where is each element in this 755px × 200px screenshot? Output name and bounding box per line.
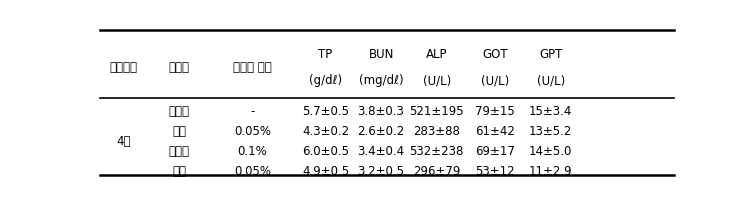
Text: 6.0±0.5: 6.0±0.5 [302, 145, 349, 158]
Text: (g/dℓ): (g/dℓ) [309, 74, 342, 87]
Text: 투여기간: 투여기간 [109, 61, 137, 74]
Text: 3.8±0.3: 3.8±0.3 [358, 105, 405, 118]
Text: 4주: 4주 [116, 135, 131, 148]
Text: 0.1%: 0.1% [238, 145, 267, 158]
Text: 14±5.0: 14±5.0 [529, 145, 572, 158]
Text: 4.9±0.5: 4.9±0.5 [302, 165, 349, 178]
Text: GOT: GOT [482, 48, 508, 61]
Text: (U/L): (U/L) [537, 74, 565, 87]
Text: ALP: ALP [426, 48, 448, 61]
Text: (mg/dℓ): (mg/dℓ) [359, 74, 403, 87]
Text: 13±5.2: 13±5.2 [529, 125, 572, 138]
Text: 15±3.4: 15±3.4 [529, 105, 572, 118]
Text: -: - [250, 105, 254, 118]
Text: 296±79: 296±79 [413, 165, 461, 178]
Text: 생약재: 생약재 [168, 61, 190, 74]
Text: 61±42: 61±42 [475, 125, 515, 138]
Text: 5.7±0.5: 5.7±0.5 [302, 105, 349, 118]
Text: 생약재 농도: 생약재 농도 [233, 61, 272, 74]
Text: BUN: BUN [368, 48, 394, 61]
Text: 3.4±0.4: 3.4±0.4 [358, 145, 405, 158]
Text: 521±195: 521±195 [409, 105, 464, 118]
Text: 53±12: 53±12 [476, 165, 515, 178]
Text: 대조구: 대조구 [168, 105, 190, 118]
Text: 복합: 복합 [172, 165, 186, 178]
Text: 69±17: 69±17 [475, 145, 515, 158]
Text: 283±88: 283±88 [413, 125, 460, 138]
Text: 11±2.9: 11±2.9 [529, 165, 572, 178]
Text: 4.3±0.2: 4.3±0.2 [302, 125, 349, 138]
Text: 고삼: 고삼 [172, 125, 186, 138]
Text: (U/L): (U/L) [481, 74, 510, 87]
Text: 3.2±0.5: 3.2±0.5 [358, 165, 405, 178]
Text: 0.05%: 0.05% [234, 125, 271, 138]
Text: (U/L): (U/L) [423, 74, 451, 87]
Text: 79±15: 79±15 [476, 105, 515, 118]
Text: 2.6±0.2: 2.6±0.2 [357, 125, 405, 138]
Text: GPT: GPT [539, 48, 562, 61]
Text: 오배자: 오배자 [168, 145, 190, 158]
Text: 532±238: 532±238 [409, 145, 464, 158]
Text: 0.05%: 0.05% [234, 165, 271, 178]
Text: TP: TP [319, 48, 333, 61]
